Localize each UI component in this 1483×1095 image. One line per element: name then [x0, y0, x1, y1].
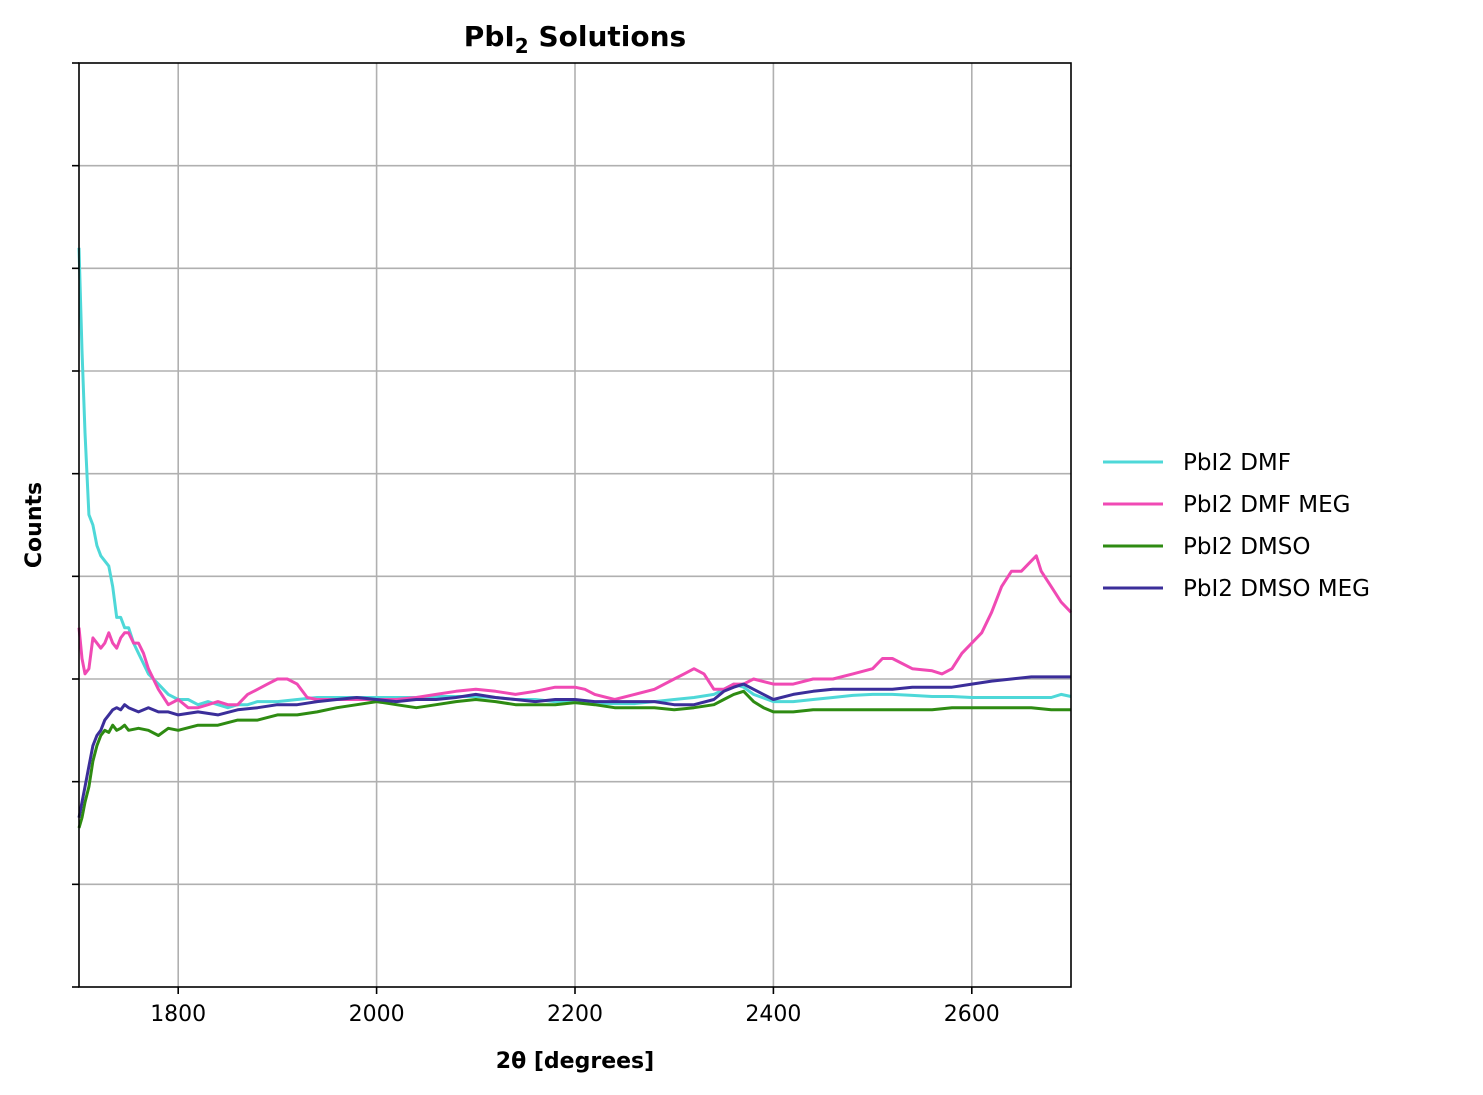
chart-title-rest: Solutions — [529, 20, 687, 53]
x-axis-title: 2θ [degrees] — [496, 1049, 654, 1074]
x-tick-label: 2000 — [349, 1002, 405, 1027]
series-line-3 — [77, 689, 1071, 829]
y-axis-title: Counts — [22, 482, 47, 568]
chart-title: PbI2 Solutions — [464, 20, 686, 58]
x-tick-label: 2600 — [944, 1002, 1000, 1027]
series-group — [77, 247, 1073, 829]
legend-label-2: PbI2 DMF MEG — [1183, 492, 1351, 518]
legend: PbI2 DMF PbI2 DMF MEG PbI2 DMSO PbI2 DMSO M… — [1103, 450, 1370, 602]
chart-title-subscript: 2 — [515, 34, 529, 58]
x-tick-label: 2200 — [547, 1002, 603, 1027]
series-line-2 — [77, 554, 1073, 710]
x-tick-label: 1800 — [150, 1002, 206, 1027]
x-tick-label: 2400 — [745, 1002, 801, 1027]
series-line-4 — [77, 675, 1071, 818]
legend-label-4: PbI2 DMSO MEG — [1183, 576, 1370, 602]
ticks: 1800 2000 2200 2400 2600 — [72, 62, 1000, 1027]
legend-label-1: PbI2 DMF — [1183, 450, 1291, 476]
chart-title-main: PbI — [464, 20, 515, 53]
grid — [79, 63, 1071, 987]
legend-label-3: PbI2 DMSO — [1183, 534, 1310, 560]
